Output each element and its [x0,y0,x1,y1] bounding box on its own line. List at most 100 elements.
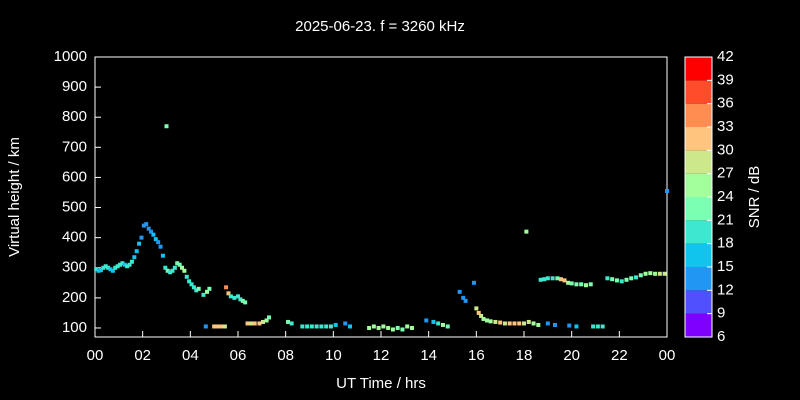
data-point [179,265,184,270]
data-point [110,268,115,273]
data-point [463,298,468,303]
x-tick-label: 06 [230,347,247,364]
data-point [125,264,130,269]
y-tick-label: 600 [62,168,87,185]
colorbar-tick-label: 30 [717,141,734,158]
colorbar-tick-label: 15 [717,258,734,275]
data-point [531,321,536,326]
colorbar-tick-label: 24 [717,188,734,205]
data-point [264,318,269,323]
data-point [240,298,245,303]
data-point [300,324,305,329]
chart-title: 2025-06-23. f = 3260 kHz [295,18,465,35]
data-point [343,321,348,326]
data-point [629,276,634,281]
colorbar-bin [685,313,712,337]
data-point [129,259,134,264]
x-tick-label: 04 [182,347,199,364]
data-point [319,324,324,329]
x-tick-label: 02 [134,347,151,364]
data-point [405,324,410,329]
data-point [552,322,557,327]
data-point [390,327,395,332]
data-point [212,324,217,329]
data-point [160,253,165,258]
data-point [461,295,466,300]
data-point [194,288,199,293]
data-point [139,235,144,240]
data-point [542,277,547,282]
data-point [132,255,137,260]
data-point [614,278,619,283]
data-point [545,321,550,326]
x-tick-label: 00 [87,347,104,364]
data-point [120,261,125,266]
data-point [113,265,118,270]
data-point [127,262,132,267]
data-point [182,268,187,273]
data-point [191,285,196,290]
data-point [96,268,101,273]
x-tick-label: 08 [277,347,294,364]
data-point [436,321,441,326]
data-point [657,271,662,276]
colorbar-label: SNR / dB [746,166,763,229]
data-point [158,244,163,249]
data-point [257,321,262,326]
data-point [595,324,600,329]
data-point [122,262,127,267]
data-point [367,325,372,330]
data-point [567,323,572,328]
colorbar-bin [685,290,712,314]
data-point [648,271,653,276]
data-point [550,276,555,281]
data-point [665,188,669,193]
data-point [314,324,319,329]
data-point [536,322,541,327]
data-point [610,277,615,282]
data-point [545,276,550,281]
data-point [569,281,574,286]
x-tick-label: 16 [468,347,485,364]
data-point [222,324,227,329]
data-point [232,295,237,300]
data-point [538,277,543,282]
x-tick-label: 00 [659,347,676,364]
data-point [196,286,201,291]
y-tick-label: 900 [62,78,87,95]
data-point [619,279,624,284]
data-point [634,275,639,280]
colorbar-bin [685,267,712,291]
data-point [164,124,169,129]
data-point [328,324,333,329]
colorbar-bin [685,173,712,197]
data-point [431,319,436,324]
data-point [524,229,529,234]
y-axis-label: Virtual height / km [6,137,23,257]
data-point [149,229,154,234]
data-point [600,324,605,329]
data-point [583,283,588,288]
data-point [144,222,149,227]
data-point [115,264,120,269]
x-tick-label: 18 [516,347,533,364]
data-point [134,249,139,254]
data-point [266,315,271,320]
data-point [566,280,571,285]
data-point [252,321,257,326]
plot-frame [94,56,668,338]
data-point [236,294,240,299]
colorbar-tick-label: 6 [717,328,725,345]
data-point [395,325,400,330]
data-point [348,324,353,329]
data-point [324,324,329,329]
data-point [333,322,338,327]
colorbar-bin [685,80,712,104]
data-point [226,291,231,296]
data-point [289,321,294,326]
data-point [238,297,243,302]
data-point [201,292,206,297]
y-tick-label: 800 [62,108,87,125]
data-point [170,268,175,273]
